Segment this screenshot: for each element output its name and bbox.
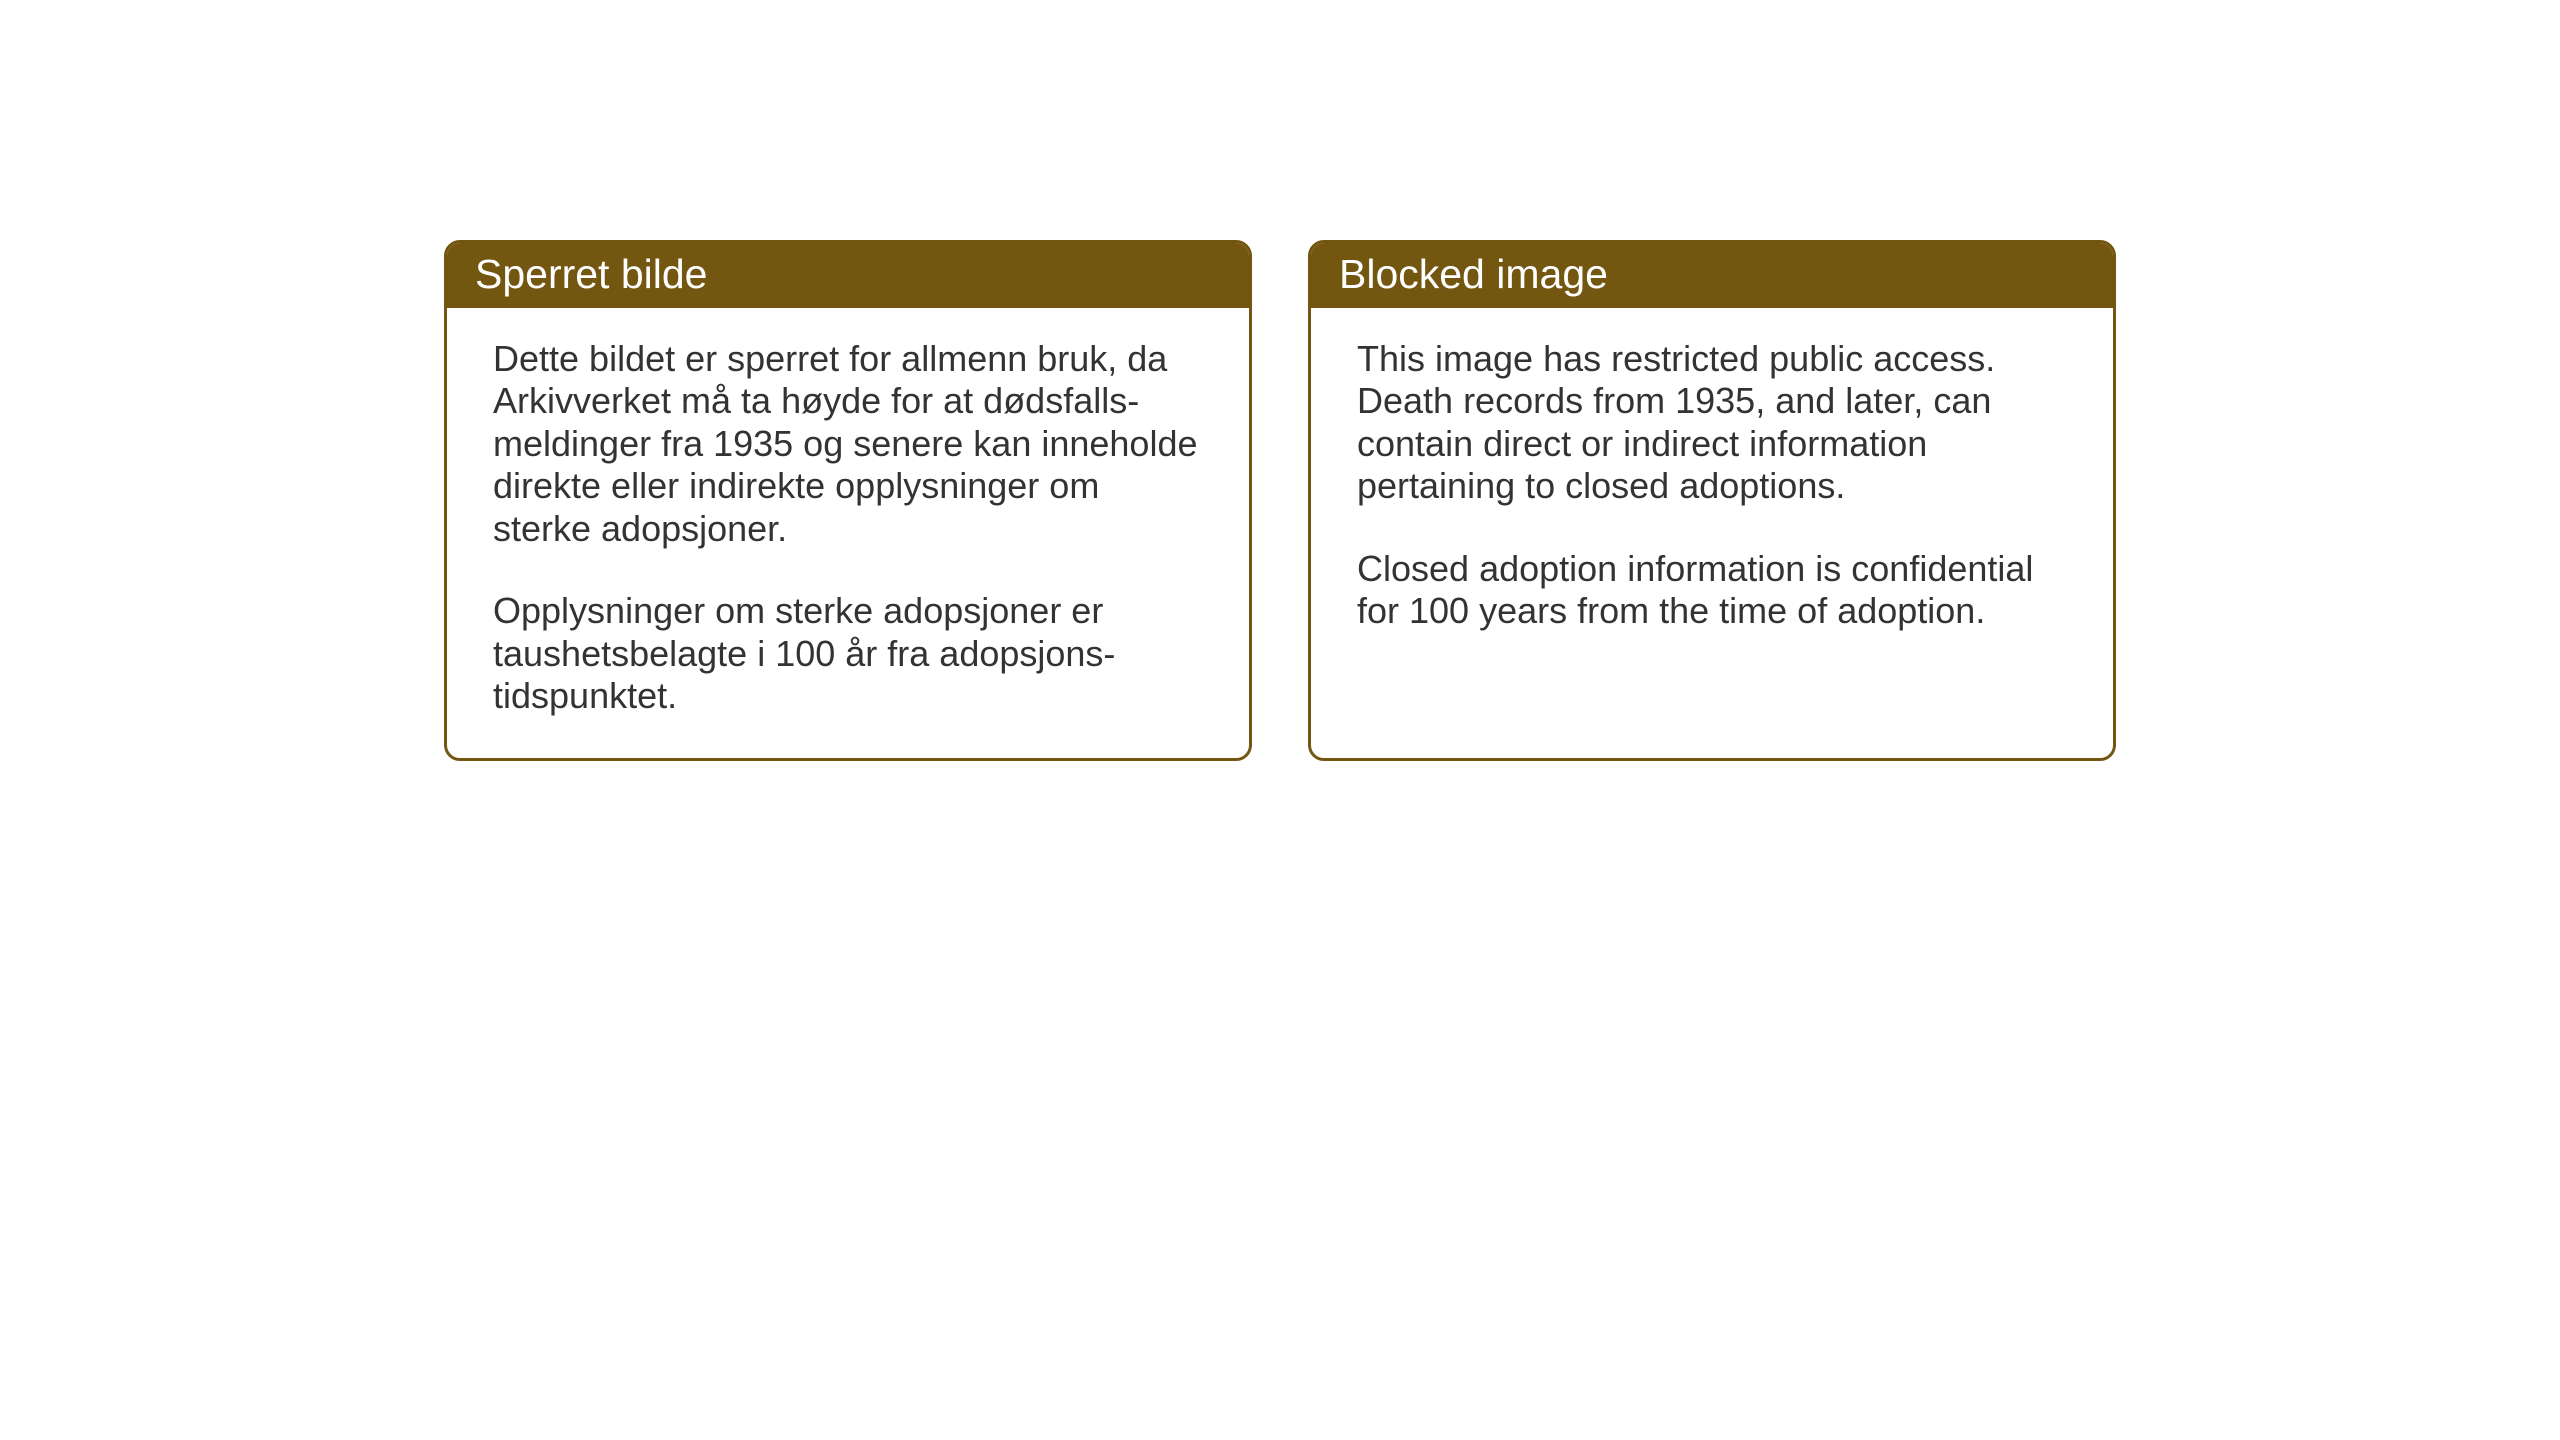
card-english-header: Blocked image: [1311, 243, 2113, 308]
card-english: Blocked image This image has restricted …: [1308, 240, 2116, 761]
card-norwegian: Sperret bilde Dette bildet er sperret fo…: [444, 240, 1252, 761]
card-norwegian-paragraph-2: Opplysninger om sterke adopsjoner er tau…: [493, 590, 1203, 717]
card-norwegian-title: Sperret bilde: [475, 251, 707, 297]
card-norwegian-paragraph-1: Dette bildet er sperret for allmenn bruk…: [493, 338, 1203, 550]
card-english-body: This image has restricted public access.…: [1311, 308, 2113, 753]
cards-container: Sperret bilde Dette bildet er sperret fo…: [444, 240, 2116, 761]
card-norwegian-body: Dette bildet er sperret for allmenn bruk…: [447, 308, 1249, 758]
card-english-paragraph-2: Closed adoption information is confident…: [1357, 548, 2067, 633]
card-english-paragraph-1: This image has restricted public access.…: [1357, 338, 2067, 508]
card-english-title: Blocked image: [1339, 251, 1608, 297]
card-norwegian-header: Sperret bilde: [447, 243, 1249, 308]
